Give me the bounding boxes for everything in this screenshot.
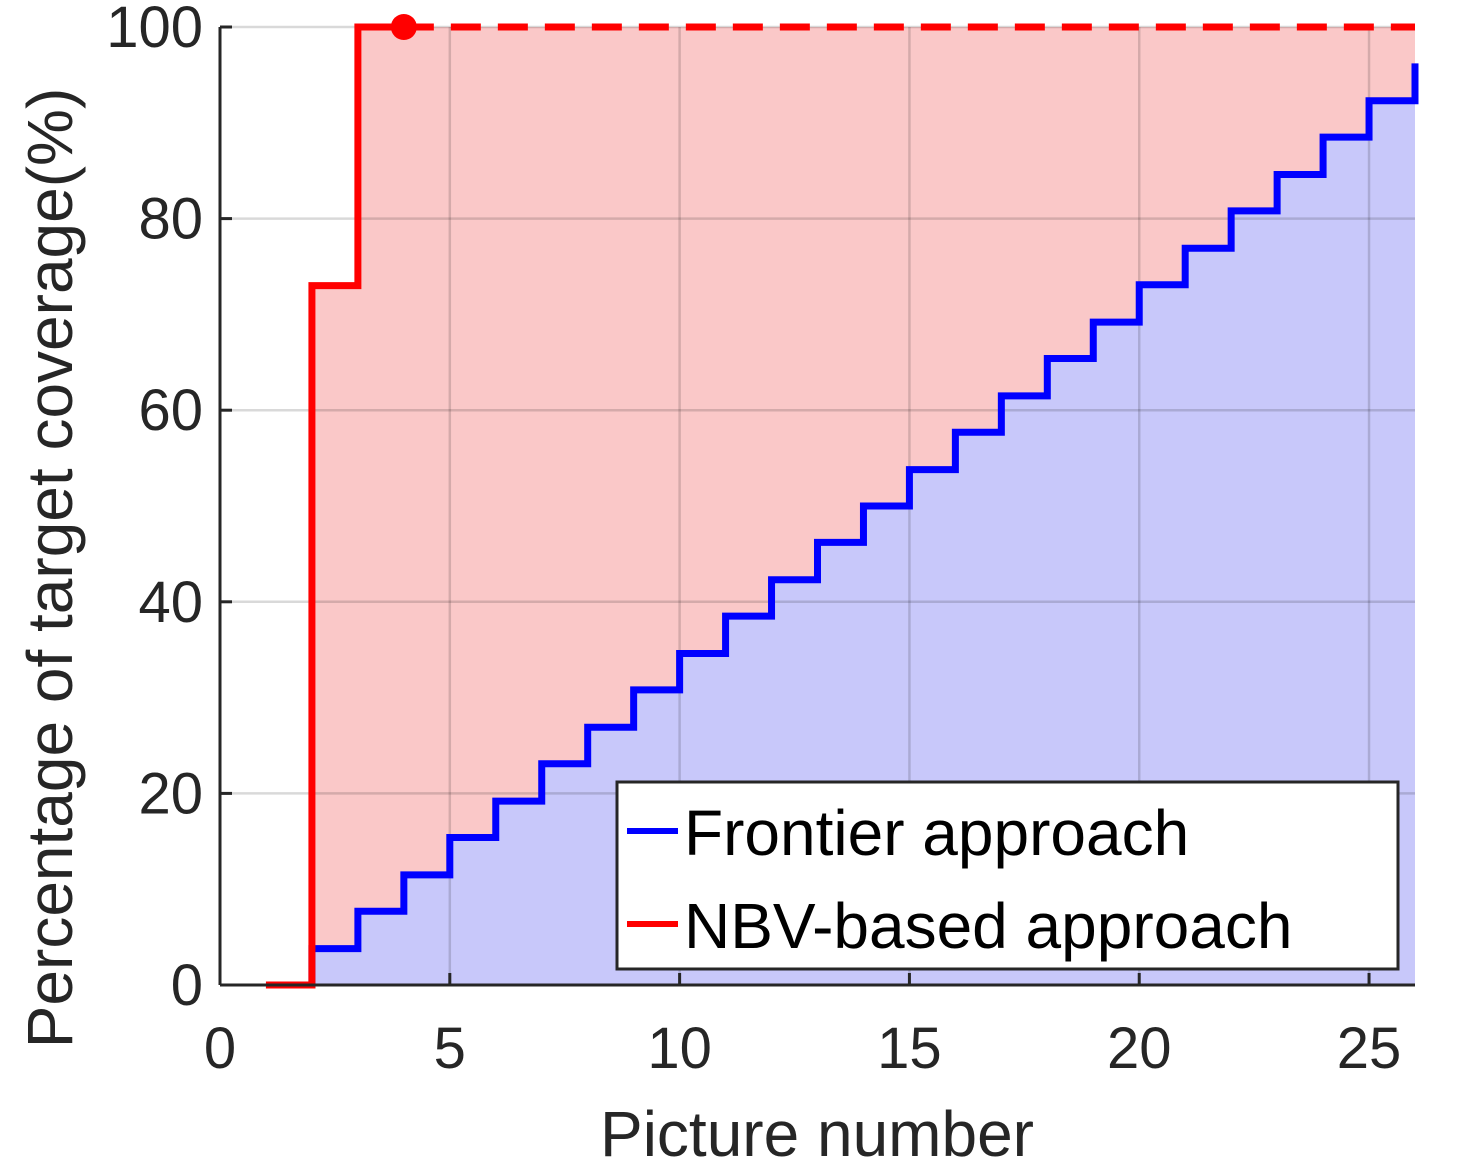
frontier-line (265, 63, 1419, 989)
legend-box (615, 780, 1400, 971)
frontier-area-fill (265, 27, 1415, 985)
y-axis-title: Percentage of target coverage(%) (14, 88, 86, 1049)
legend-label-frontier: Frontier approach (684, 797, 1189, 869)
grid-lines (220, 25, 1415, 985)
area-fills (265, 27, 1415, 985)
legend-label-nbv: NBV-based approach (684, 890, 1292, 962)
x-tick-label: 20 (1107, 1016, 1172, 1081)
y-tick-label: 80 (138, 187, 203, 252)
y-tick-label: 60 (138, 378, 203, 443)
x-tick-label: 0 (204, 1016, 236, 1081)
nbv-marker (390, 14, 417, 40)
x-axis-title: Picture number (600, 1098, 1034, 1170)
y-tick-label: 40 (138, 570, 203, 635)
tick-labels: 0 5 10 15 20 25 0 20 40 60 80 100 (106, 0, 1401, 1081)
x-tick-label: 5 (434, 1016, 466, 1081)
x-tick-label: 10 (647, 1016, 712, 1081)
y-tick-label: 20 (138, 761, 203, 826)
y-tick-label: 0 (171, 953, 203, 1018)
x-tick-label: 25 (1337, 1016, 1402, 1081)
x-tick-label: 15 (877, 1016, 942, 1081)
y-tick-label: 100 (106, 0, 203, 60)
axes (218, 25, 1415, 987)
legend: Frontier approach NBV-based approach (615, 780, 1400, 971)
